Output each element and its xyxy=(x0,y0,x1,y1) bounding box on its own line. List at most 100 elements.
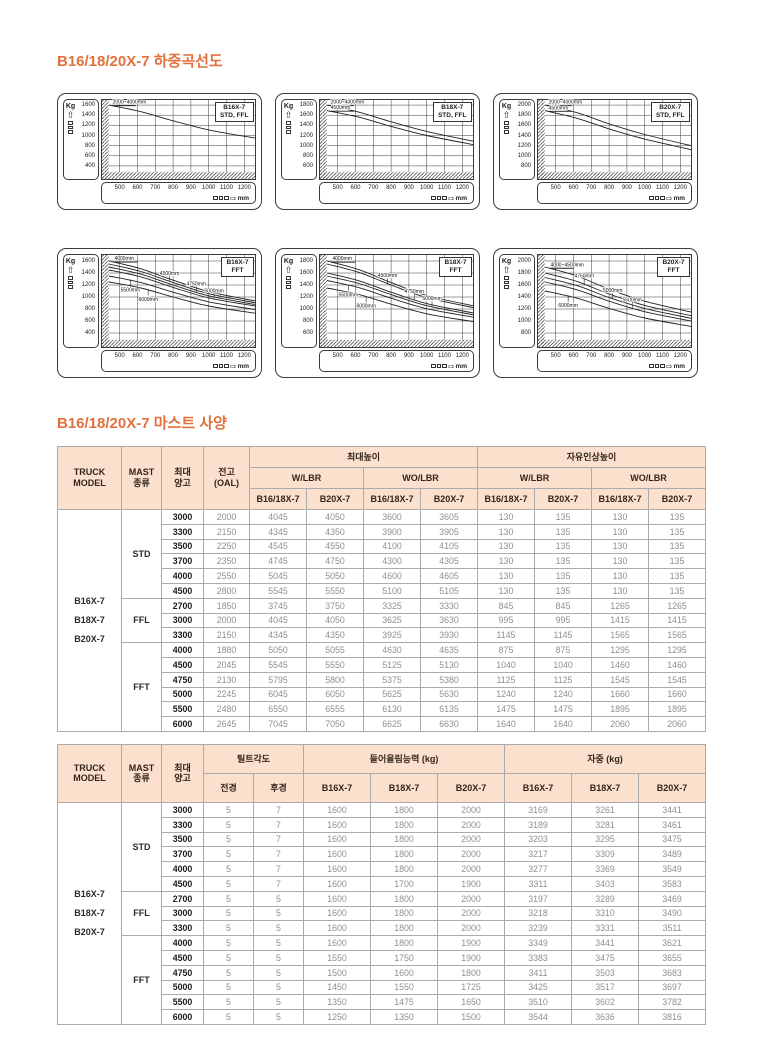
x-tick-label: 800 xyxy=(386,353,397,359)
spec-value: 5 xyxy=(253,964,304,981)
spec-value: 4350 xyxy=(306,627,364,644)
spec-value: 3583 xyxy=(638,875,707,892)
spec-value: 5 xyxy=(203,979,254,996)
spec-value: 6625 xyxy=(363,716,421,732)
load-curve xyxy=(108,263,256,304)
mast-type-cell: FFT xyxy=(121,642,162,732)
y-tick-label: 1800 xyxy=(299,102,313,109)
load-curve xyxy=(108,281,256,314)
spec-value: 3475 xyxy=(638,831,707,848)
spec-value: 3930 xyxy=(420,627,478,644)
spec-value: 3217 xyxy=(504,846,573,863)
max-lift-value: 3300 xyxy=(161,920,204,937)
spec-value: 135 xyxy=(534,553,592,570)
spec-value: 7 xyxy=(253,801,304,818)
curve-label: 5000mm xyxy=(422,296,441,302)
spec-value: 1415 xyxy=(591,612,649,629)
load-curve xyxy=(544,110,692,151)
spec-value: 1800 xyxy=(370,801,438,818)
spec-value: 1800 xyxy=(370,890,438,907)
load-center-icon: ⇨ mm xyxy=(649,362,685,370)
spec-value: 2150 xyxy=(203,523,250,540)
spec-value: 6135 xyxy=(420,701,478,718)
x-tick-label: 800 xyxy=(604,353,615,359)
max-lift-value: 6000 xyxy=(161,716,204,732)
spec-value: 3544 xyxy=(504,1009,573,1025)
load-center-icon: ⇨ mm xyxy=(431,362,467,370)
curve-label: 4500mm xyxy=(331,105,350,111)
spec-value: 2000 xyxy=(436,861,506,877)
spec-value: 3490 xyxy=(638,905,707,922)
spec-value: 5050 xyxy=(249,642,307,658)
max-lift-value: 4000 xyxy=(161,642,204,658)
load-curve xyxy=(544,104,692,147)
x-tick-label: 1000 xyxy=(420,353,434,359)
spec-value: 5055 xyxy=(306,642,364,658)
spec-value: 845 xyxy=(534,597,592,614)
spec-value: 3277 xyxy=(504,861,573,877)
spec-value: 2045 xyxy=(203,656,250,673)
up-arrow-icon: ⇧ xyxy=(284,110,293,120)
chart-b18x7-std: Kg ⇧ 1800 1600 1400 1200 1000 800 600 2000~4000… xyxy=(275,93,480,210)
spec-value: 5 xyxy=(203,920,254,937)
spec-value: 135 xyxy=(648,538,706,555)
y-ticks: 1800 1600 1400 1200 1000 800 600 xyxy=(295,100,316,179)
x-axis: 500 600 700 800 900 1000 1100 1200 ⇨ mm xyxy=(537,350,692,372)
y-tick-label: 800 xyxy=(84,142,95,149)
curve-label: 4500mm xyxy=(378,273,397,279)
curve-label: 5500mm xyxy=(623,298,642,304)
spec-value: 4045 xyxy=(249,612,307,629)
max-lift-value: 5500 xyxy=(161,701,204,718)
spec-value: 1265 xyxy=(648,597,706,614)
max-lift-value: 3000 xyxy=(161,509,204,525)
spec-value: 5 xyxy=(203,875,254,892)
spec-value: 3816 xyxy=(638,1009,707,1025)
spec-value: 2350 xyxy=(203,553,250,570)
max-lift-value: 4000 xyxy=(161,568,204,584)
spec-value: 4100 xyxy=(363,538,421,555)
spec-value: 3600 xyxy=(363,509,421,525)
spec-value: 3411 xyxy=(504,964,573,981)
spec-value: 2000 xyxy=(436,890,506,907)
chart-b16x7-fft: Kg ⇧ 1600 1400 1200 1000 800 600 400 4000mm 4500… xyxy=(57,248,262,378)
x-axis-unit: mm xyxy=(673,194,685,202)
spec-value: 7 xyxy=(253,875,304,892)
spec-value: 7 xyxy=(253,861,304,877)
spec-value: 130 xyxy=(477,538,535,555)
spec-value: 1600 xyxy=(370,964,438,981)
spec-value: 7 xyxy=(253,816,304,833)
spec-value: 130 xyxy=(591,582,649,599)
spec-value: 5545 xyxy=(249,582,307,599)
header-weight-group: 자중 (kg) xyxy=(504,743,707,774)
spec-value: 3289 xyxy=(571,890,640,907)
x-axis: 500 600 700 800 900 1000 1100 1200 ⇨ mm xyxy=(319,350,474,372)
mast-spec-performance-table: TRUCK MODEL MAST 종류 최대 양고 틸트각도 들어올림능력 (k… xyxy=(57,743,707,1025)
spec-value: 2000 xyxy=(436,831,506,848)
y-tick-label: 1800 xyxy=(517,270,531,276)
header-wlbr: W/LBR xyxy=(477,467,592,489)
spec-value: 5 xyxy=(203,905,254,922)
load-curve xyxy=(108,266,256,305)
y-tick-label: 1200 xyxy=(299,294,313,300)
load-curve xyxy=(544,266,692,313)
spec-value: 130 xyxy=(477,553,535,570)
spec-value: 4550 xyxy=(306,538,364,555)
curve-label: 6000mm xyxy=(138,297,157,303)
mast-spec-height-table: TRUCK MODEL MAST 종류 최대 양고 전고 (OAL) 최대높이 … xyxy=(57,446,706,732)
y-axis: Kg ⇧ 2000 1800 1600 1400 1200 1000 800 xyxy=(499,254,535,348)
y-tick-label: 1400 xyxy=(299,282,313,288)
spec-value: 4600 xyxy=(363,568,421,584)
max-lift-value: 3500 xyxy=(161,538,204,555)
x-tick-label: 500 xyxy=(550,353,561,359)
header-model: B16X-7 xyxy=(303,772,371,803)
max-lift-value: 3300 xyxy=(161,627,204,644)
spec-value: 5130 xyxy=(420,656,478,673)
spec-value: 1600 xyxy=(303,816,371,833)
spec-value: 3517 xyxy=(571,979,640,996)
y-axis: Kg ⇧ 1600 1400 1200 1000 800 600 400 xyxy=(63,254,99,348)
chart-model-label: B18X-7 STD, FFL xyxy=(432,101,472,123)
spec-value: 130 xyxy=(591,509,649,525)
y-ticks: 1800 1600 1400 1200 1000 800 600 xyxy=(295,255,316,347)
spec-value: 5 xyxy=(253,920,304,937)
chart-b16x7-std: Kg ⇧ 1600 1400 1200 1000 800 600 400 2000~4000m… xyxy=(57,93,262,210)
